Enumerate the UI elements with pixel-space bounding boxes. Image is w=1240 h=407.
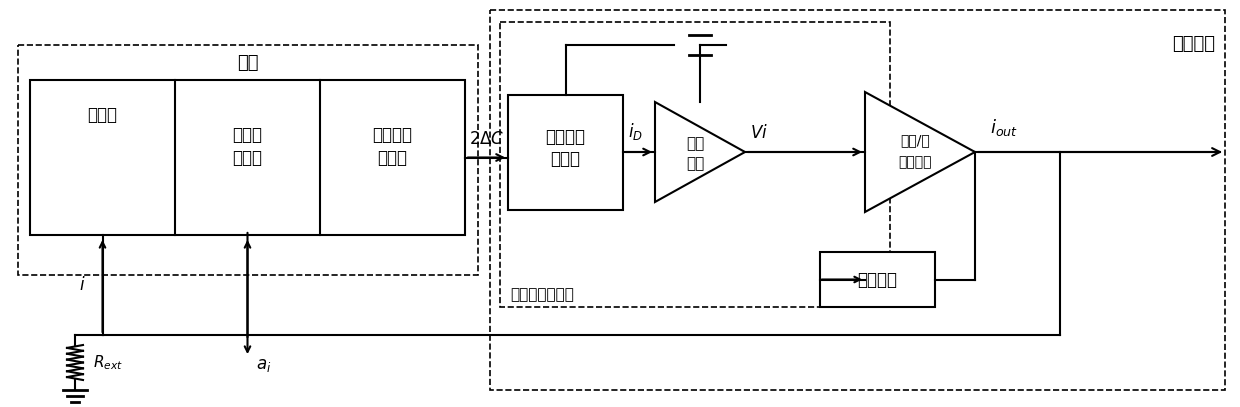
Text: 积分: 积分 <box>686 136 704 151</box>
Bar <box>508 95 622 210</box>
Text: $i$: $i$ <box>79 276 86 294</box>
Text: 网络: 网络 <box>686 157 704 171</box>
Bar <box>19 45 477 275</box>
Text: 检测器: 检测器 <box>551 150 580 168</box>
Polygon shape <box>655 102 745 202</box>
Text: $2\Delta C$: $2\Delta C$ <box>469 129 505 147</box>
Text: 偿放大器: 偿放大器 <box>898 155 931 169</box>
Text: 差动电容: 差动电容 <box>372 126 413 144</box>
Text: 差动电容: 差动电容 <box>546 128 585 146</box>
Text: $Vi$: $Vi$ <box>750 124 768 142</box>
Text: 伺服电路: 伺服电路 <box>1172 35 1215 53</box>
Text: 跨导/补: 跨导/补 <box>900 133 930 147</box>
Text: 动力学: 动力学 <box>233 149 263 167</box>
Text: 摆组件: 摆组件 <box>233 126 263 144</box>
Text: $a_i$: $a_i$ <box>255 356 270 374</box>
Text: 电容电压转化器: 电容电压转化器 <box>510 287 574 302</box>
Text: 表头: 表头 <box>237 54 259 72</box>
Bar <box>490 10 1225 390</box>
Text: 反馈网络: 反馈网络 <box>858 271 898 289</box>
Bar <box>820 252 935 307</box>
Polygon shape <box>866 92 975 212</box>
Bar <box>500 22 890 307</box>
Text: $R_{ext}$: $R_{ext}$ <box>93 353 123 372</box>
Text: 传感器: 传感器 <box>377 149 408 167</box>
Text: $i_{out}$: $i_{out}$ <box>990 117 1018 138</box>
Text: $i_D$: $i_D$ <box>627 121 644 142</box>
Bar <box>30 80 465 235</box>
Text: 力矩器: 力矩器 <box>88 106 118 124</box>
